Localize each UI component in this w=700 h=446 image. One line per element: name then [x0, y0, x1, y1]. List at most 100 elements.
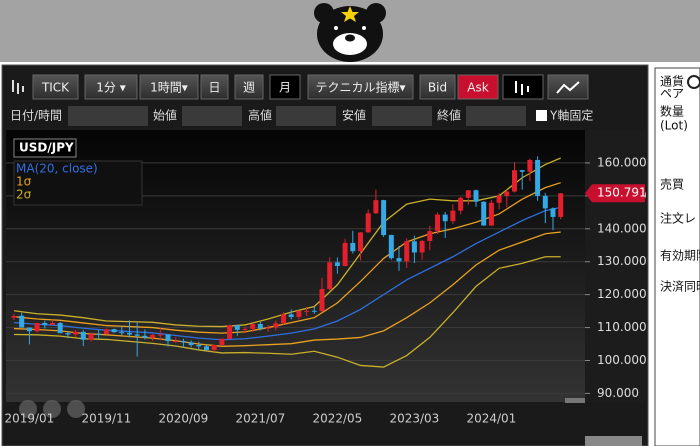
- y-tick-label: 160.000: [597, 155, 647, 169]
- field-input[interactable]: [68, 106, 148, 126]
- candle-body: [257, 323, 263, 329]
- candle-body: [512, 170, 517, 192]
- candle-body: [250, 323, 256, 329]
- x-tick-label: 2019/01: [4, 412, 54, 426]
- candle-body: [165, 334, 171, 342]
- indicator-line: [13, 256, 561, 368]
- candle-body: [288, 314, 294, 318]
- candle-body: [419, 240, 425, 253]
- legend-box: [13, 160, 143, 206]
- candle-body: [327, 262, 333, 290]
- candle-body: [558, 193, 564, 217]
- toolbar-button[interactable]: [84, 74, 138, 100]
- scrollbar[interactable]: [565, 398, 585, 403]
- candle-body: [103, 329, 109, 335]
- candle-body: [311, 310, 317, 312]
- legend-entry: 1σ: [16, 175, 32, 189]
- field-input[interactable]: [276, 106, 336, 126]
- candle-body: [542, 195, 548, 209]
- candle-body: [435, 214, 440, 232]
- candle-body: [481, 201, 487, 226]
- toolbar-button-label: Bid: [428, 81, 447, 95]
- toolbar-button-label: 週: [243, 81, 255, 95]
- x-tick-label: 2023/03: [389, 412, 439, 426]
- x-tick-label: 2019/11: [81, 412, 131, 426]
- candle-body: [396, 258, 402, 262]
- toolbar-button[interactable]: [307, 74, 414, 100]
- field-label: 安値: [342, 108, 366, 123]
- side-label: 注文レ: [660, 211, 696, 226]
- candle-body: [350, 242, 356, 252]
- candle-body: [504, 191, 510, 196]
- candle-body: [134, 334, 140, 336]
- y-tick-label: 140.000: [597, 221, 647, 235]
- field-label: 終値: [437, 108, 461, 123]
- y-tick-label: 120.000: [597, 287, 647, 301]
- candle-body: [11, 316, 17, 318]
- side-label: ペア: [660, 87, 684, 101]
- indicator-line: [13, 182, 561, 334]
- bottom-button[interactable]: [585, 436, 642, 446]
- field-label: 始値: [153, 108, 177, 123]
- candle-body: [234, 325, 240, 330]
- candle-body: [527, 159, 533, 172]
- toolbar-button[interactable]: [234, 74, 264, 100]
- toolbar-button[interactable]: [269, 74, 301, 100]
- candle-body: [427, 231, 433, 241]
- candle-body: [65, 333, 71, 335]
- field-input[interactable]: [182, 106, 242, 126]
- candle-body: [227, 325, 233, 339]
- candle-body: [442, 214, 448, 222]
- toolbar-button-label: 日: [208, 81, 220, 95]
- field-input[interactable]: [372, 106, 432, 126]
- candle-body: [388, 235, 394, 259]
- y-tick-label: 130.000: [597, 254, 647, 268]
- y-tick-label: 90.000: [597, 386, 639, 400]
- x-tick-label: 2020/09: [158, 412, 208, 426]
- candle-body: [281, 314, 286, 324]
- candle-body: [296, 310, 302, 318]
- toolbar-button[interactable]: [457, 74, 499, 100]
- toolbar-button[interactable]: [419, 74, 456, 100]
- candle-body: [450, 210, 456, 222]
- toolbar-button[interactable]: [200, 74, 229, 100]
- candle-body: [127, 332, 132, 335]
- checkbox[interactable]: [536, 110, 547, 121]
- candle-body: [119, 332, 125, 334]
- line-button[interactable]: [547, 74, 589, 100]
- toolbar-button-label: テクニカル指標▾: [315, 80, 405, 95]
- chart-type-icon: [12, 80, 24, 94]
- candle-body: [88, 333, 94, 340]
- field-label: 日付/時間: [10, 109, 62, 123]
- candle-body: [150, 334, 156, 338]
- candle-body: [34, 322, 40, 332]
- field-input[interactable]: [466, 106, 526, 126]
- candle-body: [180, 341, 186, 343]
- candle-body: [319, 289, 325, 312]
- y-tick-label: 110.000: [597, 320, 647, 334]
- side-label: 数量: [660, 104, 684, 119]
- candle-body: [458, 197, 464, 211]
- candle-body: [404, 241, 410, 262]
- candle-icon: [515, 81, 529, 95]
- candle-body: [219, 338, 225, 346]
- toolbar-button[interactable]: [32, 74, 79, 100]
- candle-body: [211, 345, 217, 350]
- toolbar-button-label: TICK: [41, 81, 70, 95]
- bear-logo: [314, 3, 386, 62]
- candle-body: [96, 333, 102, 335]
- candle-body: [19, 315, 25, 328]
- toolbar-button[interactable]: [139, 74, 199, 100]
- candle-body: [365, 213, 371, 233]
- legend-title-box: [13, 138, 77, 158]
- last-price-tag: [585, 184, 645, 203]
- toolbar-button-label: 1分 ▾: [96, 81, 125, 95]
- legend-entry: MA(20, close): [16, 162, 98, 176]
- candle-body: [411, 241, 417, 253]
- candle-body: [196, 345, 202, 347]
- side-icon: [687, 75, 700, 89]
- x-tick-label: 2022/05: [312, 412, 362, 426]
- candle-body: [80, 331, 86, 340]
- candle-body: [519, 170, 525, 172]
